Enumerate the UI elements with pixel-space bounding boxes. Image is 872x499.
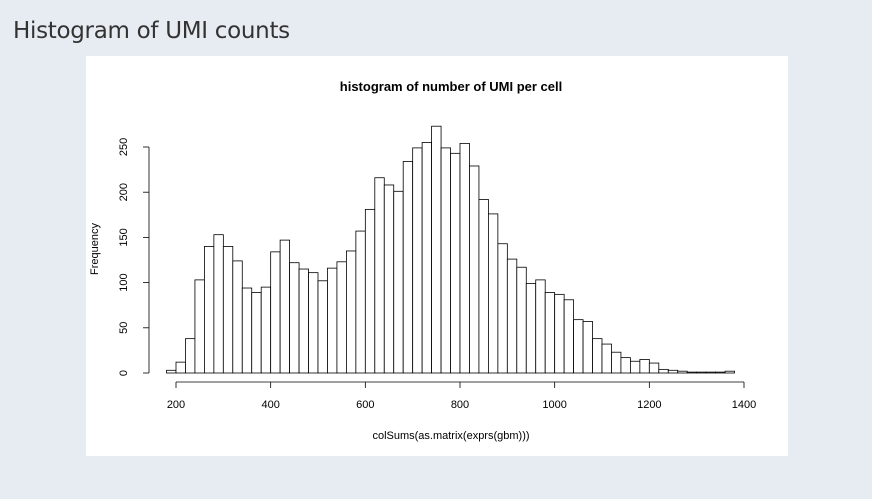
histogram-bar bbox=[185, 338, 196, 374]
histogram-bar bbox=[525, 283, 537, 374]
x-tick-label: 1200 bbox=[637, 399, 661, 411]
histogram-bar bbox=[487, 213, 499, 374]
x-tick-label: 1000 bbox=[542, 399, 566, 411]
x-tick-label: 600 bbox=[356, 399, 374, 411]
histogram-bar bbox=[440, 147, 451, 374]
histogram-bar bbox=[412, 147, 423, 374]
histogram-bar bbox=[194, 279, 205, 374]
histogram-bar bbox=[166, 369, 177, 374]
histogram-bar bbox=[308, 272, 319, 374]
histogram-bar bbox=[345, 250, 357, 374]
histogram-bar bbox=[639, 359, 650, 374]
histogram-bar bbox=[260, 286, 272, 374]
histogram-bar bbox=[677, 370, 688, 374]
histogram-bar bbox=[279, 239, 291, 374]
plot-panel: histogram of number of UMI per cell 200 4… bbox=[86, 56, 788, 456]
histogram-bar bbox=[175, 361, 186, 374]
histogram-bar bbox=[327, 267, 338, 374]
x-tick-label: 200 bbox=[167, 399, 185, 411]
y-tick-label: 0 bbox=[118, 370, 130, 376]
histogram-bar bbox=[374, 177, 385, 374]
y-tick-label: 50 bbox=[118, 322, 130, 334]
histogram-bar bbox=[469, 165, 480, 374]
y-axis-label: Frequency bbox=[89, 223, 101, 275]
histogram-bar bbox=[383, 184, 395, 374]
histogram-bar bbox=[459, 142, 470, 374]
histogram-bar bbox=[516, 266, 527, 374]
histogram-bar bbox=[563, 299, 575, 374]
histogram-bar bbox=[497, 243, 508, 374]
histogram-bar bbox=[705, 371, 717, 374]
histogram-bar bbox=[450, 152, 461, 374]
histogram-bar bbox=[592, 338, 603, 374]
x-tick-label: 1400 bbox=[732, 399, 756, 411]
histogram-chart: histogram of number of UMI per cell 200 4… bbox=[89, 79, 756, 442]
histogram-bars bbox=[166, 125, 735, 374]
histogram-bar bbox=[715, 371, 726, 374]
histogram-bar bbox=[724, 370, 735, 374]
histogram-bar bbox=[544, 292, 556, 374]
histogram-bar bbox=[336, 261, 347, 374]
chart-title: histogram of number of UMI per cell bbox=[340, 79, 562, 94]
histogram-bar bbox=[241, 287, 253, 374]
x-axis-label: colSums(as.matrix(exprs(gbm))) bbox=[372, 430, 529, 442]
histogram-bar bbox=[213, 234, 224, 374]
histogram-bar bbox=[317, 280, 328, 374]
y-axis: 0 50 100 150 200 250 bbox=[118, 138, 150, 376]
histogram-bar bbox=[620, 357, 631, 374]
histogram-bar bbox=[270, 251, 281, 374]
histogram-bar bbox=[289, 262, 300, 374]
y-tick-label: 250 bbox=[118, 138, 130, 156]
histogram-bar bbox=[630, 360, 641, 374]
histogram-bar bbox=[686, 371, 698, 374]
histogram-bar bbox=[204, 246, 215, 374]
y-tick-label: 200 bbox=[118, 183, 130, 201]
histogram-bar bbox=[506, 258, 518, 374]
histogram-bar bbox=[421, 142, 433, 374]
histogram-bar bbox=[393, 190, 404, 374]
x-tick-label: 800 bbox=[451, 399, 469, 411]
y-tick-label: 150 bbox=[118, 228, 130, 246]
y-tick-label: 100 bbox=[118, 273, 130, 291]
histogram-bar bbox=[251, 292, 262, 374]
histogram-bar bbox=[355, 230, 366, 374]
histogram-bar bbox=[431, 125, 442, 374]
histogram-bar bbox=[601, 343, 612, 374]
histogram-bar bbox=[222, 246, 234, 374]
histogram-bar bbox=[696, 371, 707, 374]
histogram-bar bbox=[535, 279, 546, 374]
histogram-bar bbox=[364, 208, 376, 374]
histogram-bar bbox=[232, 260, 243, 374]
x-tick-label: 400 bbox=[261, 399, 279, 411]
histogram-bar bbox=[402, 161, 414, 374]
histogram-bar bbox=[478, 199, 489, 374]
histogram-bar bbox=[573, 319, 584, 374]
histogram-bar bbox=[667, 369, 679, 374]
histogram-bar bbox=[554, 293, 565, 374]
histogram-bar bbox=[298, 268, 309, 374]
histogram-bar bbox=[611, 351, 622, 374]
histogram-bar bbox=[582, 321, 593, 374]
histogram-bar bbox=[658, 368, 669, 374]
page-title: Histogram of UMI counts bbox=[13, 18, 290, 44]
x-axis: 200 400 600 800 1000 1200 1400 bbox=[167, 381, 756, 411]
histogram-bar bbox=[648, 362, 660, 374]
